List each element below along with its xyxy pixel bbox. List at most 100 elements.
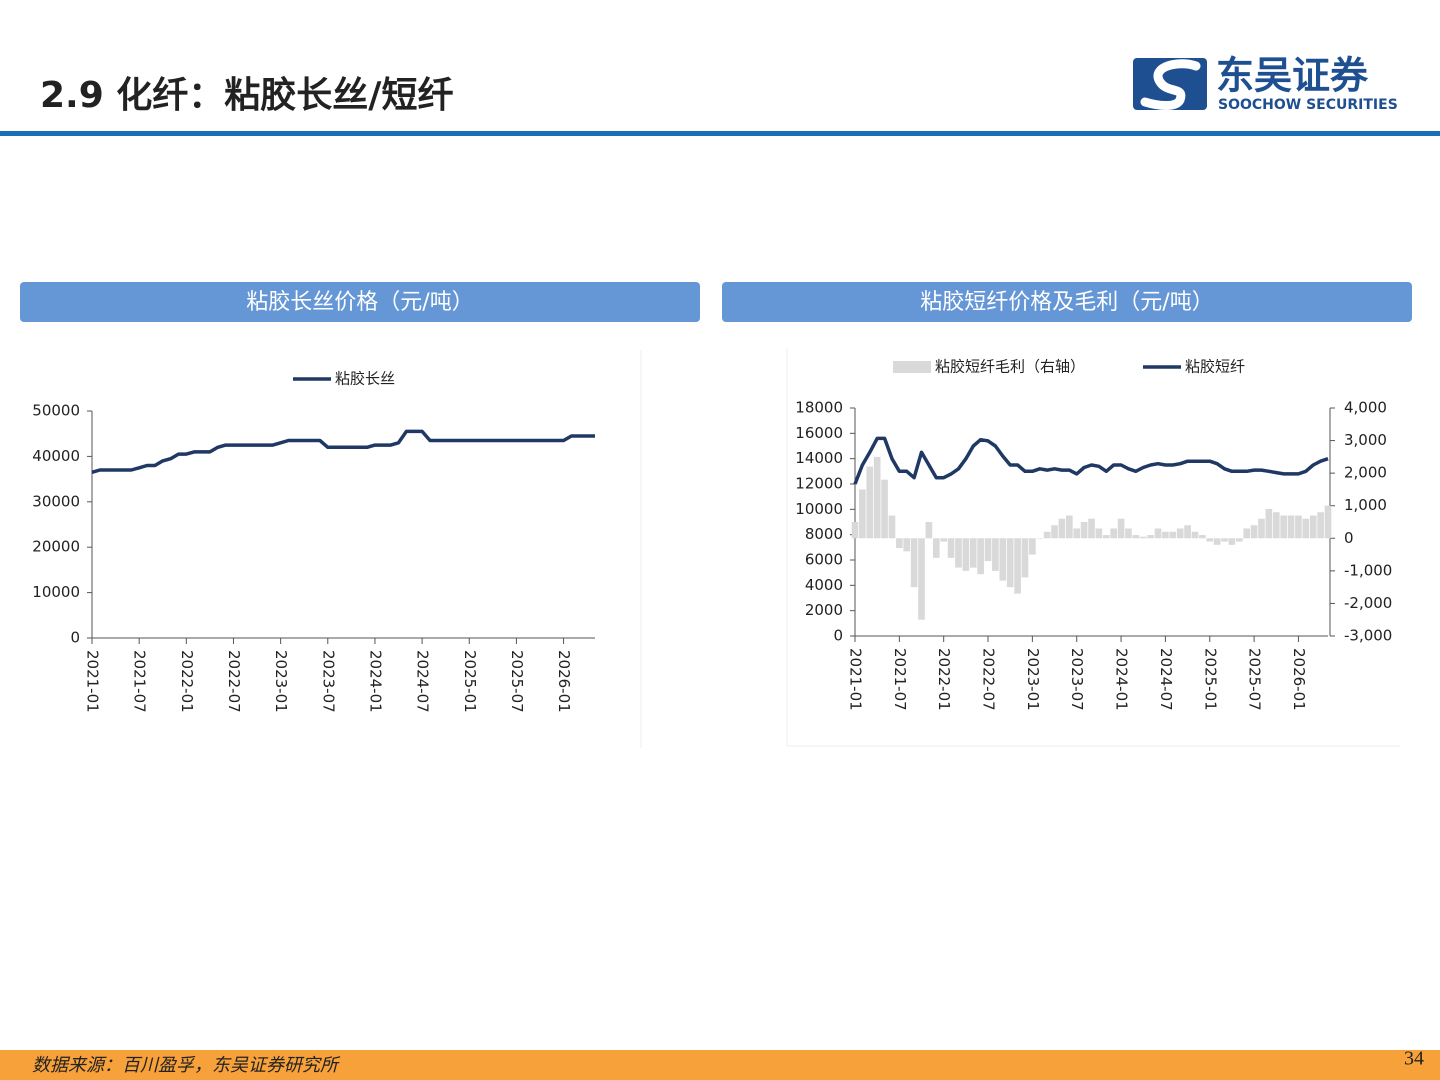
x-tick-label: 2023-01: [272, 650, 290, 713]
bar: [1221, 538, 1228, 542]
bar: [1265, 508, 1273, 539]
logo-en: SOOCHOW SECURITIES: [1218, 97, 1398, 113]
bar: [888, 515, 896, 539]
y-tick-label: 4000: [805, 576, 843, 594]
panel-title-bar: [722, 282, 1412, 322]
x-tick-label: 2023-01: [1024, 648, 1042, 711]
bar: [1213, 538, 1221, 545]
x-tick-label: 2025-07: [508, 650, 526, 713]
y-tick-label: 2000: [805, 601, 843, 619]
bar: [1309, 515, 1317, 539]
bar: [1066, 515, 1073, 539]
bar: [1169, 531, 1177, 539]
y-tick-label: 8000: [805, 525, 843, 543]
legend-swatch: [893, 361, 931, 373]
bar: [1206, 538, 1214, 542]
x-tick-label: 2024-07: [414, 650, 432, 713]
x-tick-label: 2022-01: [178, 650, 196, 713]
bar: [962, 538, 970, 571]
bar: [1080, 522, 1088, 539]
x-tick-label: 2025-01: [1201, 648, 1219, 711]
bar: [1176, 528, 1184, 539]
x-tick-label: 2025-07: [1246, 648, 1264, 711]
bar: [1006, 538, 1014, 588]
y-tick-label: 30000: [32, 492, 80, 510]
bar: [999, 538, 1007, 581]
bar: [1272, 512, 1280, 539]
bar: [1199, 535, 1206, 539]
bar: [918, 538, 925, 620]
y-tick-label: 6000: [805, 551, 843, 569]
x-tick-label: 2023-07: [319, 650, 337, 713]
bar: [992, 538, 999, 571]
y-tick-label: 0: [70, 629, 80, 647]
bar: [1058, 518, 1066, 539]
logo-mark: [1133, 58, 1207, 110]
bar: [1147, 535, 1154, 539]
bar: [896, 538, 903, 549]
x-tick-label: 2021-01: [84, 650, 102, 713]
bar: [851, 522, 859, 539]
bar: [1117, 518, 1125, 539]
x-tick-label: 2024-07: [1157, 648, 1175, 711]
slide-title: 2.9 化纤：粘胶长丝/短纤: [40, 75, 453, 116]
bar: [866, 466, 874, 539]
chart-title: 粘胶长丝价格（元/吨）: [246, 290, 473, 315]
bar: [1088, 518, 1095, 539]
y2-tick-label: 4,000: [1344, 399, 1387, 417]
bar: [1043, 531, 1051, 539]
bar: [1095, 528, 1103, 539]
x-tick-label: 2025-01: [461, 650, 479, 713]
bar: [903, 538, 911, 552]
panel-title-bar: [20, 282, 700, 322]
bar: [1073, 528, 1081, 539]
line-series: [91, 429, 595, 474]
bar: [859, 489, 866, 539]
bar: [881, 479, 888, 539]
y-tick-label: 10000: [795, 500, 843, 518]
x-tick-label: 2023-07: [1068, 648, 1086, 711]
x-tick-label: 2022-07: [225, 650, 243, 713]
bar: [1036, 538, 1044, 539]
bar: [1280, 515, 1287, 539]
line-series: [853, 436, 1329, 485]
bar: [873, 456, 881, 539]
bar: [932, 538, 940, 558]
y2-tick-label: -2,000: [1344, 594, 1392, 612]
x-tick-label: 2021-01: [847, 648, 865, 711]
x-tick-label: 2026-01: [555, 650, 573, 713]
y2-tick-label: -3,000: [1344, 627, 1392, 645]
y-tick-label: 18000: [795, 399, 843, 417]
bar: [947, 538, 955, 558]
bar: [1324, 505, 1332, 539]
bar: [1228, 538, 1236, 545]
y-tick-label: 16000: [795, 424, 843, 442]
bar: [1139, 536, 1147, 539]
bar: [977, 538, 984, 575]
x-tick-label: 2021-07: [131, 650, 149, 713]
bar: [910, 538, 918, 588]
legend-label: 粘胶短纤毛利（右轴）: [935, 358, 1085, 376]
y-tick-label: 14000: [795, 449, 843, 467]
bar: [1295, 515, 1302, 539]
logo: 东吴证券 SOOCHOW SECURITIES: [1133, 54, 1398, 113]
bar: [940, 538, 948, 542]
bar: [1154, 528, 1162, 539]
bar: [1132, 535, 1140, 539]
x-tick-label: 2022-01: [935, 648, 953, 711]
bar: [969, 538, 977, 568]
bar: [1014, 538, 1021, 594]
y2-tick-label: 1,000: [1344, 496, 1387, 514]
y-tick-label: 10000: [32, 583, 80, 601]
y2-tick-label: 0: [1344, 529, 1354, 547]
legend-label: 粘胶长丝: [335, 370, 395, 388]
bar: [1302, 518, 1310, 539]
y-tick-label: 40000: [32, 447, 80, 465]
y-tick-label: 12000: [795, 475, 843, 493]
bar: [1258, 518, 1265, 539]
y2-tick-label: 3,000: [1344, 431, 1387, 449]
y-tick-label: 0: [833, 627, 843, 645]
logo-cn: 东吴证券: [1216, 54, 1369, 98]
